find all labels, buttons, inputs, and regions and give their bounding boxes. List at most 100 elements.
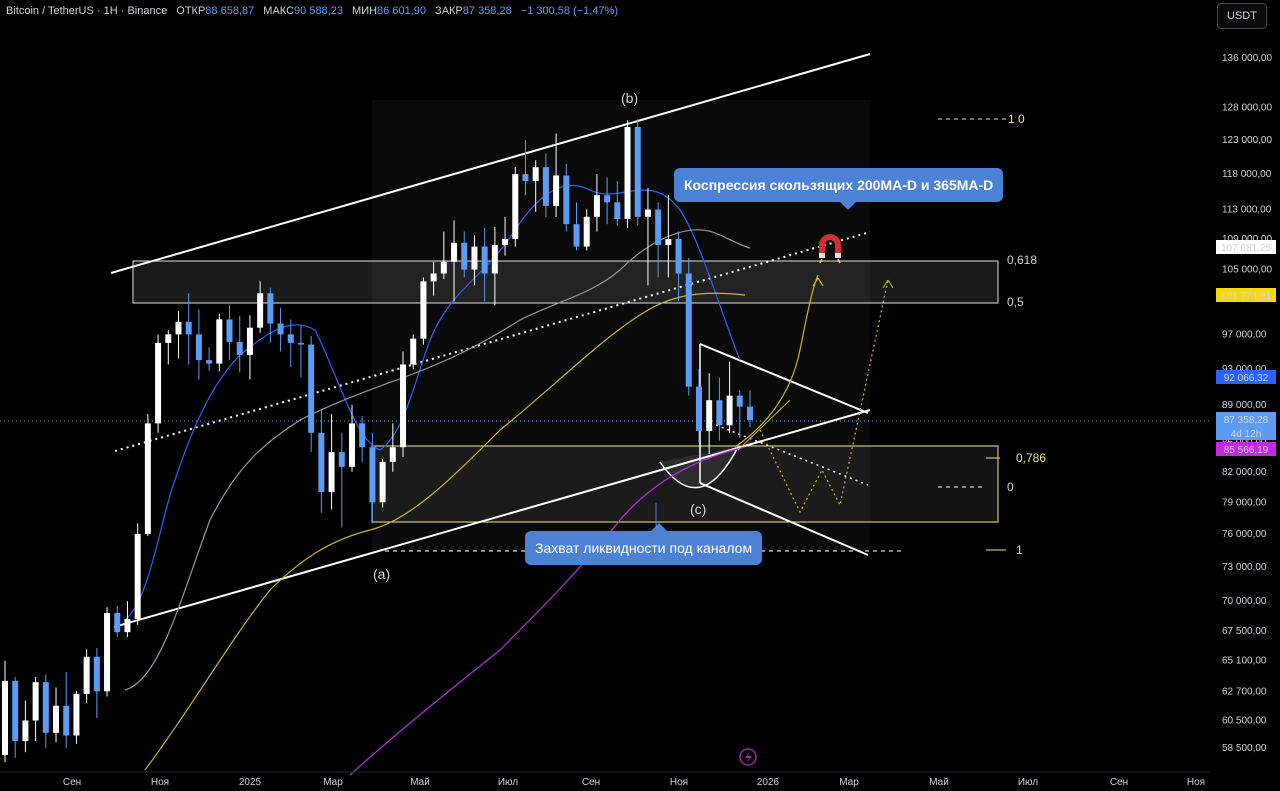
- projection-alt-arrowhead: [882, 279, 894, 289]
- symbol-label[interactable]: Bitcoin / TetherUS · 1H · Binance: [6, 5, 168, 17]
- x-tick-label: 2025: [239, 777, 262, 788]
- zones-layer: [0, 100, 1210, 552]
- y-tick-label: 128 000,00: [1222, 103, 1272, 114]
- candle-body: [297, 342, 304, 345]
- candle-body: [634, 126, 641, 217]
- currency-button[interactable]: USDT: [1217, 3, 1267, 29]
- candle-body: [318, 432, 325, 492]
- candle-body: [440, 261, 447, 274]
- fib-level-label: 0,786: [1016, 451, 1046, 465]
- channel-upper-line: [110, 53, 871, 274]
- high-label: МАКС: [263, 5, 295, 17]
- candle-body: [2, 680, 8, 756]
- fib-level-label: 0,5: [1007, 295, 1024, 309]
- trendlines-layer: [110, 53, 871, 628]
- candle-body: [287, 334, 294, 343]
- symbol-header: Bitcoin / TetherUS · 1H · Binance ОТКР88…: [6, 5, 618, 17]
- candle-body: [624, 126, 631, 219]
- x-tick-label: 2026: [757, 777, 780, 788]
- lightning-icon[interactable]: [739, 748, 757, 766]
- candle-body: [379, 461, 386, 503]
- candle-body: [236, 342, 243, 355]
- candle-body: [93, 656, 100, 692]
- price-axis[interactable]: 136 000,00 128 000,00 123 000,00 118 000,00…: [1222, 53, 1272, 754]
- price-tag-text: 92 066,32: [1224, 373, 1269, 384]
- x-tick-label: Сен: [63, 777, 81, 788]
- change-value: −1 300,58 (−1,47%): [520, 5, 619, 17]
- y-tick-label: 58 500,00: [1222, 743, 1267, 754]
- y-tick-label: 113 000,00: [1222, 205, 1272, 216]
- callout-ma-compression: Коспрессия скользящих 200MA-D и 365MA-D: [674, 168, 1004, 210]
- candle-body: [389, 447, 396, 462]
- candle-body: [42, 682, 49, 733]
- candle-body: [185, 321, 192, 335]
- candle-body: [512, 174, 519, 240]
- candle-body: [522, 174, 529, 182]
- low-label: МИН: [352, 5, 378, 17]
- x-tick-label: Ноя: [151, 777, 169, 788]
- y-tick-label: 73 000,00: [1222, 562, 1267, 573]
- candle-body: [206, 360, 213, 364]
- low-value: 86 601,90: [377, 5, 426, 17]
- candles-layer: [2, 119, 753, 763]
- candle-body: [369, 447, 376, 503]
- price-tag-bg: [1216, 442, 1276, 456]
- x-tick-label: Июл: [1018, 777, 1038, 788]
- high-value: 90 588,23: [294, 5, 343, 17]
- channel-lower-line: [113, 409, 871, 628]
- y-tick-label: 136 000,00: [1222, 53, 1272, 64]
- x-tick-label: Ноя: [1187, 777, 1205, 788]
- candle-body: [216, 319, 223, 364]
- candle-body: [726, 395, 733, 426]
- magnet-icon: [819, 234, 841, 264]
- close-label: ЗАКР: [435, 5, 463, 17]
- candle-body: [573, 224, 580, 247]
- price-tag-text: 85 566,19: [1224, 445, 1269, 456]
- time-axis[interactable]: Сен Ноя 2025 Мар Май Июл Сен Ноя 2026 Мар Май Июл Се…: [0, 771, 1210, 788]
- candle-body: [348, 423, 355, 467]
- candle-body: [114, 612, 121, 633]
- candle-body: [22, 720, 29, 742]
- x-tick-label: Мар: [323, 777, 343, 788]
- wave-label-c: (c): [690, 501, 707, 517]
- projection-up-solid: [734, 274, 819, 448]
- candle-body: [695, 386, 702, 431]
- candle-body: [124, 618, 131, 633]
- y-tick-label: 82 000,00: [1222, 467, 1267, 478]
- x-tick-label: Сен: [582, 777, 600, 788]
- candle-body: [32, 682, 39, 721]
- projection-alt-dotted: [759, 279, 889, 514]
- y-tick-label: 105 000,00: [1222, 265, 1272, 276]
- ma-365d-line: [349, 446, 746, 776]
- wedge-lower-line: [699, 482, 869, 556]
- wave-label-a: (a): [373, 566, 391, 582]
- candle-body: [104, 612, 111, 692]
- candle-body: [583, 216, 590, 247]
- y-tick-label: 65 100,00: [1222, 656, 1267, 667]
- y-tick-label: 118 000,00: [1222, 169, 1272, 180]
- candle-body: [481, 246, 488, 274]
- y-tick-label: 62 700,00: [1222, 686, 1267, 697]
- projection-arrowhead: [812, 277, 824, 287]
- candle-body: [736, 395, 743, 407]
- candle-body: [430, 273, 437, 282]
- candle-body: [614, 202, 621, 219]
- candle-body: [563, 175, 570, 225]
- candle-body: [73, 693, 80, 736]
- y-tick-label: 97 000,00: [1222, 329, 1267, 340]
- candle-body: [144, 423, 151, 534]
- candle-body: [400, 364, 407, 448]
- candle-body: [226, 319, 233, 343]
- candle-body: [195, 334, 202, 361]
- candle-body: [328, 452, 335, 492]
- candle-body: [359, 423, 366, 448]
- candle-body: [706, 400, 713, 431]
- price-tag-text: 87 358,28: [1224, 415, 1269, 426]
- candle-body: [53, 705, 60, 733]
- y-tick-label: 89 000,00: [1222, 400, 1267, 411]
- x-tick-label: Июл: [498, 777, 518, 788]
- candle-body: [502, 239, 509, 246]
- candle-body: [410, 338, 417, 365]
- liquidity-zone: [371, 445, 999, 523]
